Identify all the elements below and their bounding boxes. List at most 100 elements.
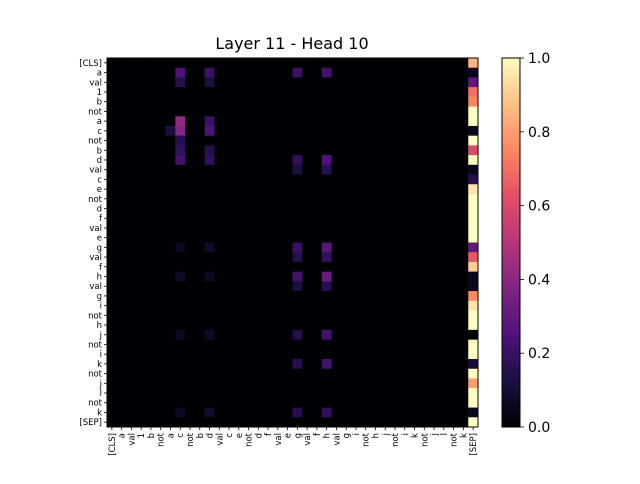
- heatmap-cell: [282, 213, 293, 224]
- heatmap-cell: [409, 378, 420, 389]
- heatmap-cell: [165, 349, 176, 360]
- heatmap-cell: [107, 164, 118, 175]
- heatmap-cell: [282, 378, 293, 389]
- x-tick-label: l: [440, 433, 450, 435]
- heatmap-cell: [233, 223, 245, 234]
- heatmap-cell: [390, 242, 401, 253]
- heatmap-cell: [185, 310, 196, 321]
- heatmap-cell: [253, 106, 264, 117]
- heatmap-cell: [233, 213, 245, 224]
- heatmap-cell: [331, 223, 342, 234]
- heatmap-cell: [253, 96, 264, 107]
- y-tick-label: val: [89, 224, 102, 234]
- y-tick-label: j: [99, 331, 102, 341]
- heatmap-cell: [419, 349, 430, 360]
- heatmap-cell: [399, 203, 411, 214]
- heatmap-cell: [390, 407, 401, 418]
- y-tick-label: 1: [97, 88, 102, 98]
- heatmap-cell: [380, 310, 391, 321]
- heatmap-cell: [155, 193, 166, 205]
- heatmap-cell: [360, 271, 371, 282]
- heatmap-cell: [380, 193, 391, 205]
- heatmap-cell: [370, 388, 381, 399]
- heatmap-cell: [399, 349, 411, 360]
- heatmap-cell: [458, 174, 469, 185]
- heatmap-cell: [409, 252, 420, 263]
- heatmap-cell: [438, 261, 450, 273]
- heatmap-cell: [253, 155, 264, 166]
- heatmap-cell: [116, 96, 127, 107]
- heatmap-cell: [204, 329, 215, 340]
- heatmap-cell: [146, 223, 157, 234]
- heatmap-cell: [233, 349, 245, 360]
- heatmap-cell: [116, 300, 127, 311]
- heatmap-cell: [468, 164, 479, 175]
- heatmap-cell: [331, 96, 342, 107]
- heatmap-cell: [458, 87, 469, 98]
- heatmap-cell: [438, 184, 450, 195]
- heatmap-cell: [116, 349, 127, 360]
- heatmap-cell: [438, 397, 450, 408]
- heatmap-cell: [194, 223, 206, 234]
- heatmap-cell: [282, 329, 293, 340]
- heatmap-cell: [468, 397, 479, 408]
- heatmap-cell: [253, 67, 264, 78]
- heatmap-cell: [360, 320, 371, 331]
- y-tick-label: b: [97, 98, 102, 108]
- heatmap-cell: [282, 174, 293, 185]
- heatmap-cell: [351, 135, 362, 146]
- heatmap-cell: [429, 417, 440, 428]
- heatmap-cell: [341, 320, 352, 331]
- heatmap-cell: [292, 242, 303, 253]
- heatmap-cell: [204, 213, 215, 224]
- heatmap-cell: [165, 106, 176, 117]
- heatmap-cell: [321, 242, 332, 253]
- heatmap-cell: [175, 135, 186, 146]
- heatmap-cell: [409, 271, 420, 282]
- heatmap-cell: [175, 232, 186, 243]
- heatmap-cell: [214, 349, 225, 360]
- heatmap-cell: [380, 291, 391, 302]
- heatmap-cell: [233, 388, 245, 399]
- x-tick-label: b: [147, 433, 157, 438]
- heatmap-cell: [185, 368, 196, 379]
- heatmap-cell: [107, 242, 118, 253]
- heatmap-cell: [429, 135, 440, 146]
- x-tick-label: g: [293, 433, 303, 438]
- heatmap-cell: [272, 116, 284, 127]
- heatmap-cell: [292, 203, 303, 214]
- heatmap-cell: [468, 388, 479, 399]
- heatmap-cell: [194, 67, 206, 78]
- heatmap-cell: [360, 359, 371, 370]
- heatmap-cell: [126, 329, 137, 340]
- heatmap-cell: [253, 310, 264, 321]
- x-tick-label: f: [264, 432, 274, 436]
- heatmap-cell: [155, 388, 166, 399]
- heatmap-cell: [165, 155, 176, 166]
- heatmap-cell: [360, 417, 371, 428]
- heatmap-cell: [243, 388, 254, 399]
- heatmap-cell: [429, 193, 440, 205]
- heatmap-cell: [370, 291, 381, 302]
- heatmap-cell: [419, 116, 430, 127]
- heatmap-cell: [351, 164, 362, 175]
- heatmap-cell: [126, 281, 137, 292]
- heatmap-cell: [155, 106, 166, 117]
- heatmap-cell: [351, 193, 362, 205]
- heatmap-cell: [214, 300, 225, 311]
- heatmap-cell: [331, 252, 342, 263]
- heatmap-cell: [360, 397, 371, 408]
- heatmap-cell: [136, 329, 147, 340]
- heatmap-cell: [399, 125, 411, 137]
- heatmap-cell: [380, 281, 391, 292]
- heatmap-cell: [233, 67, 245, 78]
- heatmap-cell: [136, 116, 147, 127]
- heatmap-cell: [321, 125, 332, 137]
- heatmap-cell: [302, 223, 313, 234]
- heatmap-cell: [302, 291, 313, 302]
- heatmap-cell: [292, 310, 303, 321]
- heatmap-cell: [107, 407, 118, 418]
- heatmap-cell: [224, 203, 235, 214]
- heatmap-cell: [292, 368, 303, 379]
- heatmap-cell: [116, 388, 127, 399]
